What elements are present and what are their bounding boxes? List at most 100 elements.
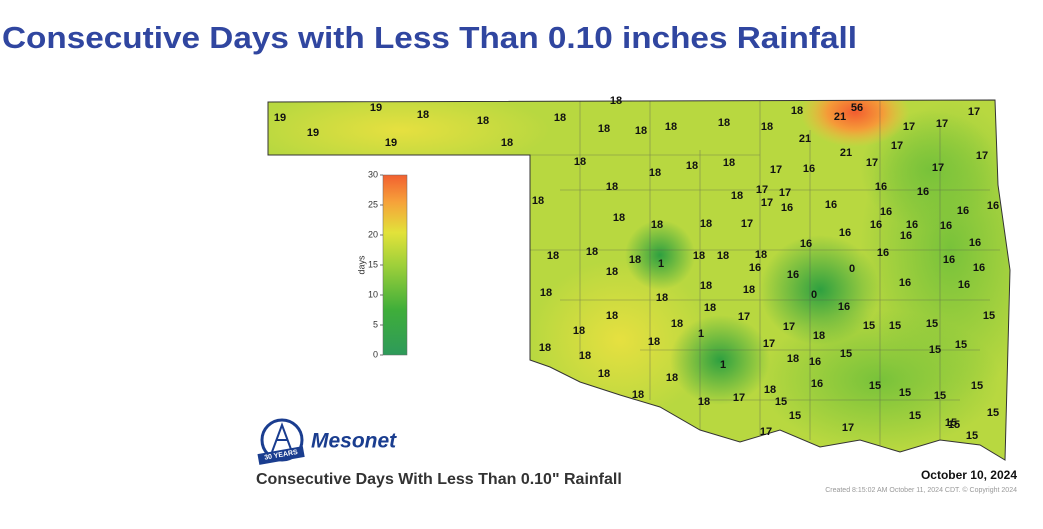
station-value: 18 — [704, 302, 716, 314]
station-value: 15 — [789, 410, 801, 422]
station-value: 18 — [606, 266, 618, 278]
station-value: 16 — [958, 279, 970, 291]
credit: Created 8:15:02 AM October 11, 2024 CDT.… — [825, 486, 1017, 494]
station-value: 18 — [671, 318, 683, 330]
station-value: 17 — [936, 118, 948, 130]
station-value: 18 — [700, 218, 712, 230]
station-value: 18 — [698, 396, 710, 408]
station-value: 15 — [966, 430, 978, 442]
station-value: 18 — [666, 372, 678, 384]
station-value: 18 — [764, 384, 776, 396]
station-value: 15 — [983, 310, 995, 322]
station-value: 16 — [825, 199, 837, 211]
station-value: 18 — [761, 121, 773, 133]
station-value: 18 — [791, 105, 803, 117]
station-value: 17 — [866, 157, 878, 169]
station-value: 16 — [899, 277, 911, 289]
station-value: 18 — [693, 250, 705, 262]
legend-tick-label: 5 — [373, 319, 378, 329]
station-value: 16 — [969, 237, 981, 249]
legend-tick-label: 10 — [368, 289, 378, 299]
station-value: 1 — [698, 328, 704, 340]
station-value: 16 — [875, 181, 887, 193]
station-value: 18 — [417, 109, 429, 121]
station-value: 16 — [943, 254, 955, 266]
station-value: 16 — [809, 356, 821, 368]
station-value: 15 — [929, 344, 941, 356]
station-value: 21 — [840, 147, 852, 159]
station-value: 18 — [477, 115, 489, 127]
station-value: 15 — [909, 410, 921, 422]
station-value: 18 — [574, 156, 586, 168]
station-value: 17 — [770, 164, 782, 176]
station-value: 18 — [606, 310, 618, 322]
station-value: 17 — [760, 426, 772, 438]
title: Consecutive Days with Less Than 0.10 inc… — [2, 20, 857, 55]
station-value: 18 — [598, 368, 610, 380]
caption: Consecutive Days With Less Than 0.10" Ra… — [256, 471, 622, 488]
station-value: 16 — [906, 219, 918, 231]
station-value: 18 — [649, 167, 661, 179]
color-bar — [382, 174, 408, 356]
legend-tick-label: 15 — [368, 259, 378, 269]
station-value: 16 — [940, 220, 952, 232]
station-value: 15 — [889, 320, 901, 332]
station-value: 19 — [274, 112, 286, 124]
legend-tick-label: 0 — [373, 349, 378, 359]
station-value: 18 — [632, 389, 644, 401]
station-value: 18 — [813, 330, 825, 342]
date: October 10, 2024 — [921, 468, 1017, 482]
logo-name: Mesonet — [311, 430, 397, 453]
station-value: 16 — [917, 186, 929, 198]
station-value: 19 — [370, 102, 382, 114]
station-value: 18 — [651, 219, 663, 231]
station-value: 18 — [532, 195, 544, 207]
station-value: 18 — [787, 353, 799, 365]
legend-tick-label: 30 — [368, 169, 378, 179]
station-value: 16 — [803, 163, 815, 175]
station-value: 15 — [775, 396, 787, 408]
station-value: 18 — [665, 121, 677, 133]
station-value: 18 — [648, 336, 660, 348]
station-value: 18 — [656, 292, 668, 304]
station-value: 16 — [838, 301, 850, 313]
station-value: 18 — [613, 212, 625, 224]
station-value: 18 — [700, 280, 712, 292]
station-value: 15 — [934, 390, 946, 402]
station-value: 18 — [554, 112, 566, 124]
station-value: 0 — [811, 289, 817, 301]
station-value: 15 — [987, 407, 999, 419]
station-value: 17 — [779, 187, 791, 199]
logo: 30 YEARS Mesonet — [257, 418, 397, 465]
station-value: 16 — [880, 206, 892, 218]
station-value: 17 — [842, 422, 854, 434]
station-value: 16 — [811, 378, 823, 390]
station-value: 0 — [849, 263, 855, 275]
station-value: 21 — [834, 111, 846, 123]
station-value: 17 — [891, 140, 903, 152]
station-value: 17 — [783, 321, 795, 333]
station-value: 21 — [799, 133, 811, 145]
station-value: 1 — [720, 359, 726, 371]
state-border — [267, 99, 1011, 461]
station-value: 17 — [932, 162, 944, 174]
station-value: 18 — [731, 190, 743, 202]
station-value: 17 — [761, 197, 773, 209]
station-value: 16 — [900, 230, 912, 242]
station-value: 18 — [586, 246, 598, 258]
station-value: 17 — [976, 150, 988, 162]
station-value: 15 — [948, 419, 960, 431]
station-value: 16 — [973, 262, 985, 274]
station-value: 18 — [723, 157, 735, 169]
station-value: 17 — [763, 338, 775, 350]
station-value: 18 — [629, 254, 641, 266]
station-value: 16 — [800, 238, 812, 250]
station-value: 15 — [899, 387, 911, 399]
station-value: 17 — [733, 392, 745, 404]
station-value: 18 — [743, 284, 755, 296]
station-value: 18 — [606, 181, 618, 193]
station-value: 18 — [579, 350, 591, 362]
station-value: 15 — [869, 380, 881, 392]
station-value: 15 — [945, 417, 957, 429]
